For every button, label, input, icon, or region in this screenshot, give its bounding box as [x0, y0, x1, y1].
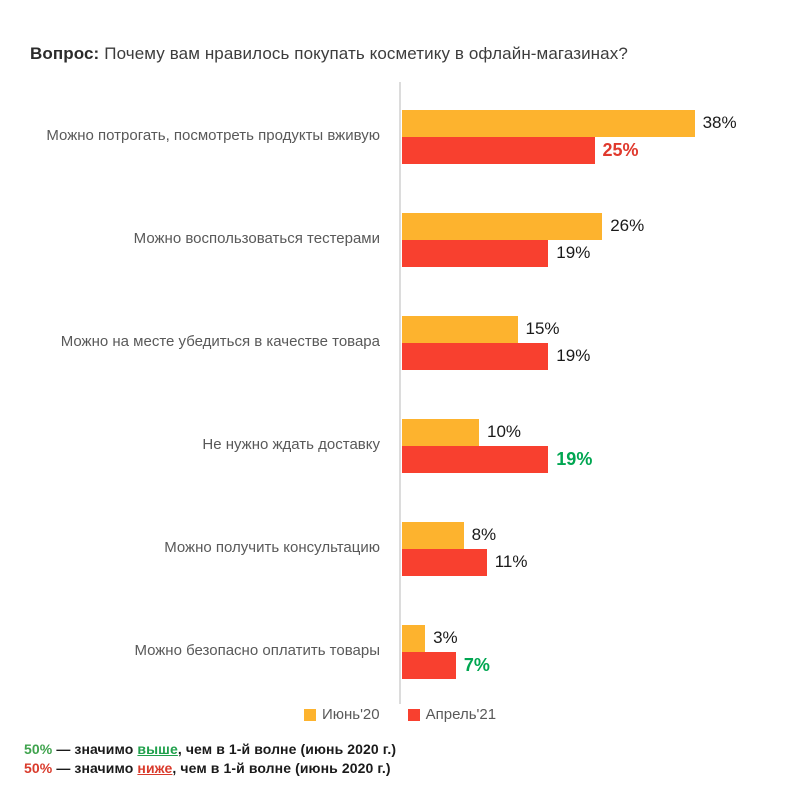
bar-june20: [402, 212, 603, 240]
bar-line-april21: 11%: [402, 548, 528, 576]
bar-line-april21: 19%: [402, 239, 644, 267]
bar-april21: [402, 445, 549, 473]
bar-value-label: 8%: [471, 525, 497, 544]
legend-label-june20: Июнь'20: [321, 706, 380, 723]
category-label: Можно воспользоваться тестерами: [0, 229, 390, 249]
bar-june20: [402, 109, 695, 137]
bar-line-april21: 19%: [402, 342, 591, 370]
bar-april21: [402, 239, 549, 267]
category-label: Не нужно ждать доставку: [0, 435, 390, 455]
category-label: Можно безопасно оплатить товары: [0, 641, 390, 661]
bar-line-june20: 38%: [402, 109, 737, 137]
footnotes: 50% — значимо выше, чем в 1-й волне (июн…: [24, 740, 396, 778]
bar-line-june20: 10%: [402, 418, 592, 446]
bar-june20: [402, 521, 464, 549]
page-title: Вопрос: Почему вам нравилось покупать кос…: [30, 44, 628, 64]
bar-line-june20: 15%: [402, 315, 590, 343]
legend-item-june20: Июнь'20: [303, 706, 380, 723]
bar-value-label: 15%: [525, 319, 560, 338]
legend-label-april21: Апрель'21: [425, 706, 497, 723]
category-label-text: Можно на месте убедиться в качестве това…: [60, 333, 380, 351]
bar-pair: 10% 19%: [402, 418, 593, 473]
bar-line-june20: 26%: [402, 212, 645, 240]
bar-value-label: 19%: [556, 346, 591, 365]
footnote-significantly-lower: 50% — значимо ниже, чем в 1-й волне (июн…: [24, 759, 396, 778]
title-question: Почему вам нравилось покупать косметику …: [104, 44, 628, 63]
bar-value-label: 38%: [702, 113, 737, 132]
footnote-rest: , чем в 1-й волне (июнь 2020 г.): [172, 760, 391, 776]
footnote-sample-value-green: 50%: [24, 741, 53, 757]
bar-value-label: 10%: [487, 422, 522, 441]
chart-row: Можно потрогать, посмотреть продукты вжи…: [0, 85, 800, 188]
bar-line-april21: 19%: [402, 445, 593, 473]
bar-june20: [402, 624, 426, 652]
category-label-text: Можно получить консультацию: [164, 539, 380, 557]
category-label: Можно получить консультацию: [0, 538, 390, 558]
chart-row: Можно получить консультацию 8% 11%: [0, 497, 800, 600]
legend-swatch-april21: [407, 708, 420, 721]
category-label-text: Можно воспользоваться тестерами: [133, 230, 380, 248]
legend-item-april21: Апрель'21: [407, 706, 497, 723]
bar-value-label: 19%: [556, 243, 591, 262]
bar-april21: [402, 342, 549, 370]
footnote-keyword-higher: выше: [137, 741, 178, 757]
footnote-joiner: — значимо: [52, 741, 138, 757]
bar-value-label: 3%: [433, 628, 458, 647]
chart-row: Можно на месте убедиться в качестве това…: [0, 291, 800, 394]
bar-april21: [402, 651, 456, 679]
bar-pair: 15% 19%: [402, 315, 591, 370]
axis-baseline: [399, 82, 401, 704]
category-label: Можно потрогать, посмотреть продукты вжи…: [0, 126, 390, 146]
bar-pair: 3% 7%: [402, 624, 490, 679]
chart-row: Можно воспользоваться тестерами 26% 19%: [0, 188, 800, 291]
bar-pair: 38% 25%: [402, 109, 737, 164]
footnote-significantly-higher: 50% — значимо выше, чем в 1-й волне (июн…: [24, 740, 396, 759]
bar-pair: 26% 19%: [402, 212, 645, 267]
bar-line-april21: 7%: [402, 651, 490, 679]
bar-line-june20: 3%: [402, 624, 490, 652]
bar-value-label: 19%: [556, 448, 593, 469]
chart-row: Можно безопасно оплатить товары 3% 7%: [0, 600, 800, 703]
bar-value-label: 11%: [494, 552, 528, 571]
bar-line-june20: 8%: [402, 521, 527, 549]
footnote-rest: , чем в 1-й волне (июнь 2020 г.): [177, 741, 397, 757]
bar-value-label: 26%: [610, 216, 645, 235]
category-label-text: Можно потрогать, посмотреть продукты вжи…: [46, 127, 380, 145]
bar-value-label: 7%: [463, 654, 490, 675]
footnote-keyword-lower: ниже: [137, 760, 173, 776]
bar-pair: 8% 11%: [402, 521, 528, 576]
footnote-joiner: — значимо: [52, 760, 138, 776]
footnote-sample-value-red: 50%: [24, 760, 53, 776]
chart-row: Не нужно ждать доставку 10% 19%: [0, 394, 800, 497]
category-label-text: Можно безопасно оплатить товары: [134, 642, 380, 660]
category-label: Можно на месте убедиться в качестве това…: [0, 332, 390, 352]
bar-april21: [402, 136, 595, 164]
bar-line-april21: 25%: [402, 136, 737, 164]
category-label-text: Не нужно ждать доставку: [202, 436, 380, 454]
bar-june20: [402, 315, 518, 343]
bar-value-label: 25%: [602, 139, 639, 160]
chart-legend: Июнь'20 Апрель'21: [0, 706, 800, 723]
bar-chart-rows: Можно потрогать, посмотреть продукты вжи…: [0, 85, 800, 703]
legend-swatch-june20: [303, 708, 316, 721]
bar-april21: [402, 548, 487, 576]
title-prefix: Вопрос:: [30, 44, 100, 63]
bar-june20: [402, 418, 479, 446]
